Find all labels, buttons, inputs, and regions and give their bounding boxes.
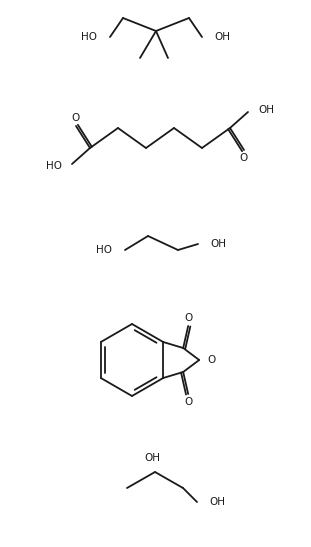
Text: OH: OH (214, 32, 230, 42)
Text: O: O (207, 355, 216, 365)
Text: OH: OH (258, 105, 274, 115)
Text: HO: HO (46, 161, 62, 171)
Text: O: O (240, 153, 248, 163)
Text: OH: OH (144, 453, 160, 463)
Text: HO: HO (81, 32, 97, 42)
Text: OH: OH (210, 239, 226, 249)
Text: O: O (184, 313, 192, 323)
Text: O: O (184, 397, 192, 407)
Text: O: O (72, 113, 80, 123)
Text: OH: OH (209, 497, 225, 507)
Text: HO: HO (96, 245, 112, 255)
